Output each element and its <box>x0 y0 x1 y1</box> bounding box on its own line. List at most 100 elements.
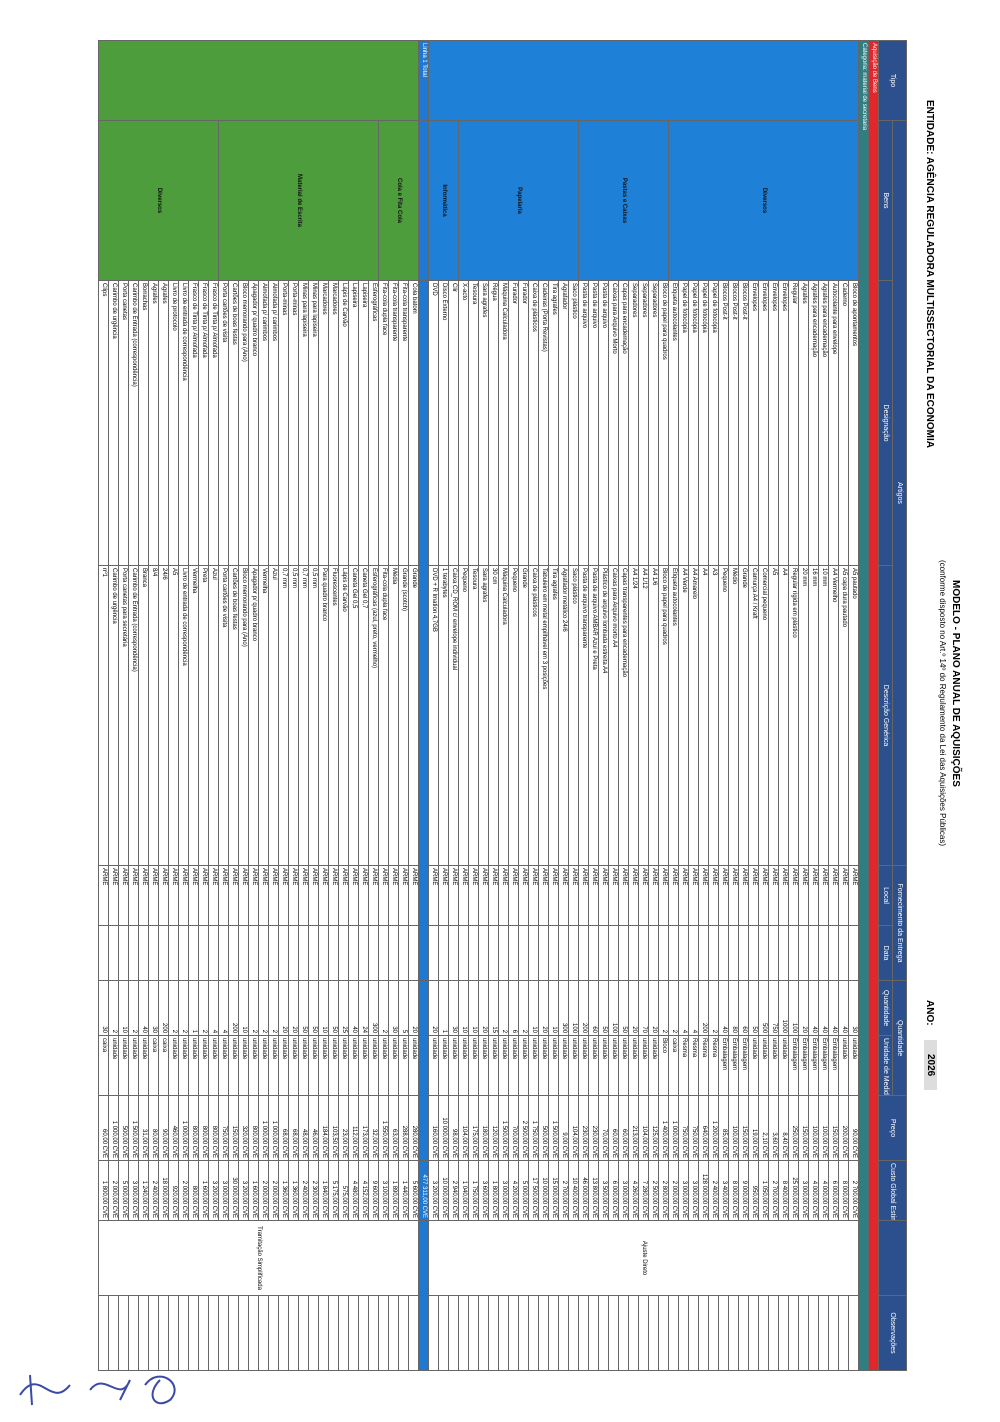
quantity-cell: 100 <box>608 980 619 1036</box>
col-price: Preço <box>878 1095 907 1161</box>
cost-cell: 128 000,00 CVE <box>698 1160 709 1221</box>
place-cell: ARME <box>118 865 129 926</box>
place-cell: ARME <box>98 865 109 926</box>
price-cell: 23,00 CVE <box>338 1095 349 1161</box>
goods-cell: Diversos <box>668 120 859 281</box>
notes-cell <box>628 1295 639 1371</box>
date-cell <box>548 925 559 981</box>
price-cell: 90,00 CVE <box>158 1095 169 1161</box>
description-cell: Branca <box>138 565 149 866</box>
price-cell: 3,60 CVE <box>768 1095 779 1161</box>
designation-cell: Marcadores <box>328 280 339 566</box>
quantity-cell: 200 <box>158 980 169 1036</box>
cost-cell: 2 000,00 CVE <box>268 1160 279 1221</box>
unit-cell: unidade <box>648 1035 659 1096</box>
notes-cell <box>608 1295 619 1371</box>
year-label: ANO: <box>924 1000 935 1026</box>
col-designation: Designação <box>878 280 893 566</box>
unit-cell: unidade <box>628 1035 639 1096</box>
cost-cell: 1 440,00 CVE <box>398 1160 409 1221</box>
quantity-cell: 30 <box>388 980 399 1036</box>
quantity-cell: 200 <box>578 980 589 1036</box>
date-cell <box>578 925 589 981</box>
price-cell: 230,00 CVE <box>578 1095 589 1161</box>
quantity-cell: 20 <box>278 980 289 1036</box>
price-cell: 10 000,00 CVE <box>438 1095 449 1161</box>
unit-cell: unidade <box>558 1035 569 1096</box>
unit-cell: unidade <box>568 1035 579 1096</box>
unit-cell: Embalagem <box>728 1035 739 1096</box>
price-cell: 800,00 CVE <box>208 1095 219 1161</box>
date-cell <box>268 925 279 981</box>
notes-cell <box>638 1295 649 1371</box>
quantity-cell: 5 <box>398 980 409 1036</box>
cost-cell: 25 000,00 CVE <box>788 1160 799 1221</box>
description-cell: Pequeno <box>508 565 519 866</box>
price-cell: 213,00 CVE <box>628 1095 639 1161</box>
price-cell: 280,00 CVE <box>408 1095 419 1161</box>
quantity-cell: 2 <box>708 980 719 1036</box>
notes-cell <box>648 1295 659 1371</box>
description-cell: Regular rígida em plástico <box>788 565 799 866</box>
designation-cell: Porta-minas <box>288 280 299 566</box>
cost-cell: 46 000,00 CVE <box>578 1160 589 1221</box>
unit-cell: unidade <box>178 1035 189 1096</box>
designation-cell: Almofada p/ carimbos <box>268 280 279 566</box>
designation-cell: Frasco de Tinta p/ Almofada <box>208 280 219 566</box>
place-cell: ARME <box>598 865 609 926</box>
description-cell: Grande (scotch) <box>398 565 409 866</box>
quantity-cell: 40 <box>718 980 729 1036</box>
description-cell: Porta canetas para secretária <box>118 565 129 866</box>
description-cell: Fluorescentes <box>328 565 339 866</box>
designation-cell: Envelopes <box>758 280 769 566</box>
date-cell <box>768 925 779 981</box>
place-cell: ARME <box>688 865 699 926</box>
place-cell: ARME <box>168 865 179 926</box>
unit-cell: unidade <box>168 1035 179 1096</box>
place-cell: ARME <box>178 865 189 926</box>
designation-cell: Papel de fotocópia <box>708 280 719 566</box>
cost-cell: 2 700,00 CVE <box>558 1160 569 1221</box>
description-cell: Caixa de plásticos <box>528 565 539 866</box>
place-cell: ARME <box>528 865 539 926</box>
notes-cell <box>658 1295 669 1371</box>
category-label: Categoria: material de secretaria <box>858 40 869 1371</box>
cost-cell: 13 800,00 CVE <box>588 1160 599 1221</box>
price-cell: 1 000,00 CVE <box>268 1095 279 1161</box>
date-cell <box>448 925 459 981</box>
price-cell: 48,00 CVE <box>298 1095 309 1161</box>
cost-cell: 3 100,00 CVE <box>378 1160 389 1221</box>
unit-cell: unidade <box>378 1035 389 1096</box>
date-cell <box>588 925 599 981</box>
notes-cell <box>518 1295 529 1371</box>
notes-cell <box>428 1295 439 1371</box>
description-cell: Carimbo de Entrada (correspondência) <box>128 565 139 866</box>
description-cell: Vermelha <box>188 565 199 866</box>
col-procedure <box>878 1220 907 1296</box>
designation-cell: Autocolante para envelope <box>828 280 839 566</box>
date-cell <box>258 925 269 981</box>
date-cell <box>178 925 189 981</box>
designation-cell: Porta canetas <box>118 280 129 566</box>
description-cell: Agrafador metálico 24/6 <box>558 565 569 866</box>
cost-cell: 3 200,00 CVE <box>428 1160 439 1221</box>
date-cell <box>708 925 719 981</box>
unit-cell: unidade <box>778 1035 789 1096</box>
designation-cell: Esferográficas <box>368 280 379 566</box>
price-cell: 700,00 CVE <box>508 1095 519 1161</box>
acquisition-table: Tipo Artigos Fornecimento da Entrega Qua… <box>98 40 907 1371</box>
unit-cell: unidade <box>328 1035 339 1096</box>
notes-cell <box>678 1295 689 1371</box>
designation-cell: Separadores <box>628 280 639 566</box>
notes-cell <box>738 1295 749 1371</box>
notes-cell <box>188 1295 199 1371</box>
description-cell: 0,5 mm <box>288 565 299 866</box>
price-cell: 175,00 CVE <box>468 1095 479 1161</box>
place-cell: ARME <box>618 865 629 926</box>
date-cell <box>118 925 129 981</box>
price-cell: 63,00 CVE <box>388 1095 399 1161</box>
notes-cell <box>378 1295 389 1371</box>
price-cell: 60,00 CVE <box>98 1095 109 1161</box>
unit-cell: unidade <box>468 1035 479 1096</box>
acquisition-label: Aquisição de Bens <box>868 40 879 1371</box>
